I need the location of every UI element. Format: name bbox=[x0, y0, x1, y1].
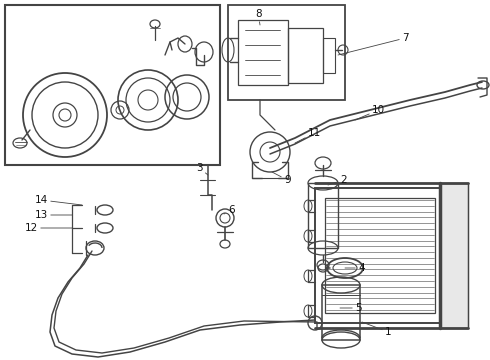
Text: 14: 14 bbox=[35, 195, 82, 205]
Text: 8: 8 bbox=[255, 9, 262, 25]
Bar bbox=[308, 183, 338, 248]
Text: 6: 6 bbox=[224, 205, 235, 215]
Text: 1: 1 bbox=[362, 322, 392, 337]
Bar bbox=[315, 188, 445, 323]
Text: 10: 10 bbox=[355, 105, 385, 120]
Bar bbox=[5, 5, 220, 165]
Bar bbox=[228, 5, 345, 100]
Bar bbox=[440, 183, 468, 328]
Bar bbox=[322, 285, 360, 340]
Text: 13: 13 bbox=[35, 210, 72, 220]
Text: 11: 11 bbox=[295, 128, 321, 143]
Bar bbox=[325, 198, 435, 313]
Bar bbox=[288, 28, 323, 83]
Text: 4: 4 bbox=[345, 263, 365, 273]
Text: 2: 2 bbox=[328, 175, 346, 185]
Text: 5: 5 bbox=[340, 303, 362, 313]
Text: 3: 3 bbox=[196, 163, 208, 175]
Text: 12: 12 bbox=[25, 223, 72, 233]
Text: 9: 9 bbox=[272, 172, 291, 185]
Text: 7: 7 bbox=[338, 33, 409, 55]
Bar bbox=[323, 38, 335, 73]
Bar bbox=[238, 20, 288, 85]
